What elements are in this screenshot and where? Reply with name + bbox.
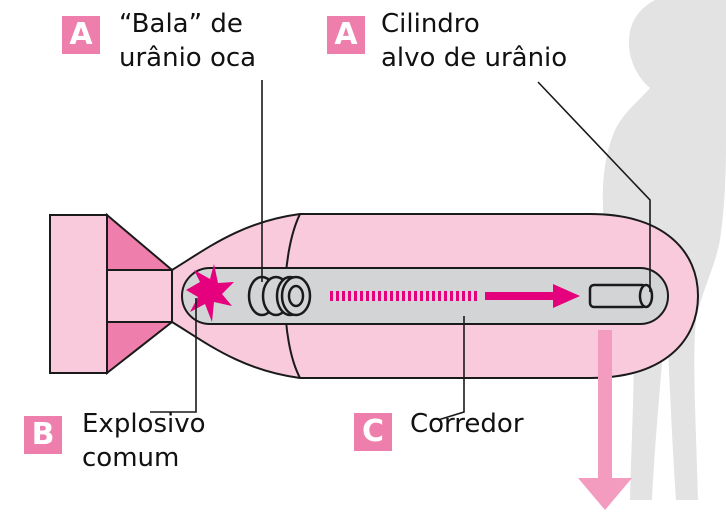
uranium-cylinder-icon [588, 283, 654, 309]
callout-label-target-line1: Cilindro [381, 9, 480, 39]
leader-lines [150, 80, 651, 421]
motion-arrow-shaft [485, 292, 555, 300]
callout-label-bullet-line1: “Bala” de [119, 9, 243, 39]
explosion-burst-icon [186, 264, 234, 322]
down-arrow-shaft [598, 330, 612, 480]
tail-fin-top [106, 212, 175, 271]
callout-badge-explosive: B [24, 416, 62, 454]
callout-label-corridor: Corredor [410, 409, 524, 439]
callout-badge-bullet: A [62, 16, 100, 54]
tail-fin-outer [49, 214, 108, 374]
down-arrow-head [578, 478, 632, 510]
callout-badge-target: A [327, 16, 365, 54]
motion-arrow-head [553, 284, 580, 308]
tail-connector [106, 269, 178, 323]
callout-label-explosive-line2: comum [82, 443, 180, 473]
callout-label-target-line2: alvo de urânio [381, 43, 568, 73]
callout-label-bullet-line2: urânio oca [119, 43, 257, 73]
hollow-uranium-rings-icon [247, 275, 312, 317]
callout-label-explosive-line1: Explosivo [82, 409, 206, 439]
callout-badge-corridor: C [354, 413, 392, 451]
tail-fin-bottom [106, 321, 175, 376]
